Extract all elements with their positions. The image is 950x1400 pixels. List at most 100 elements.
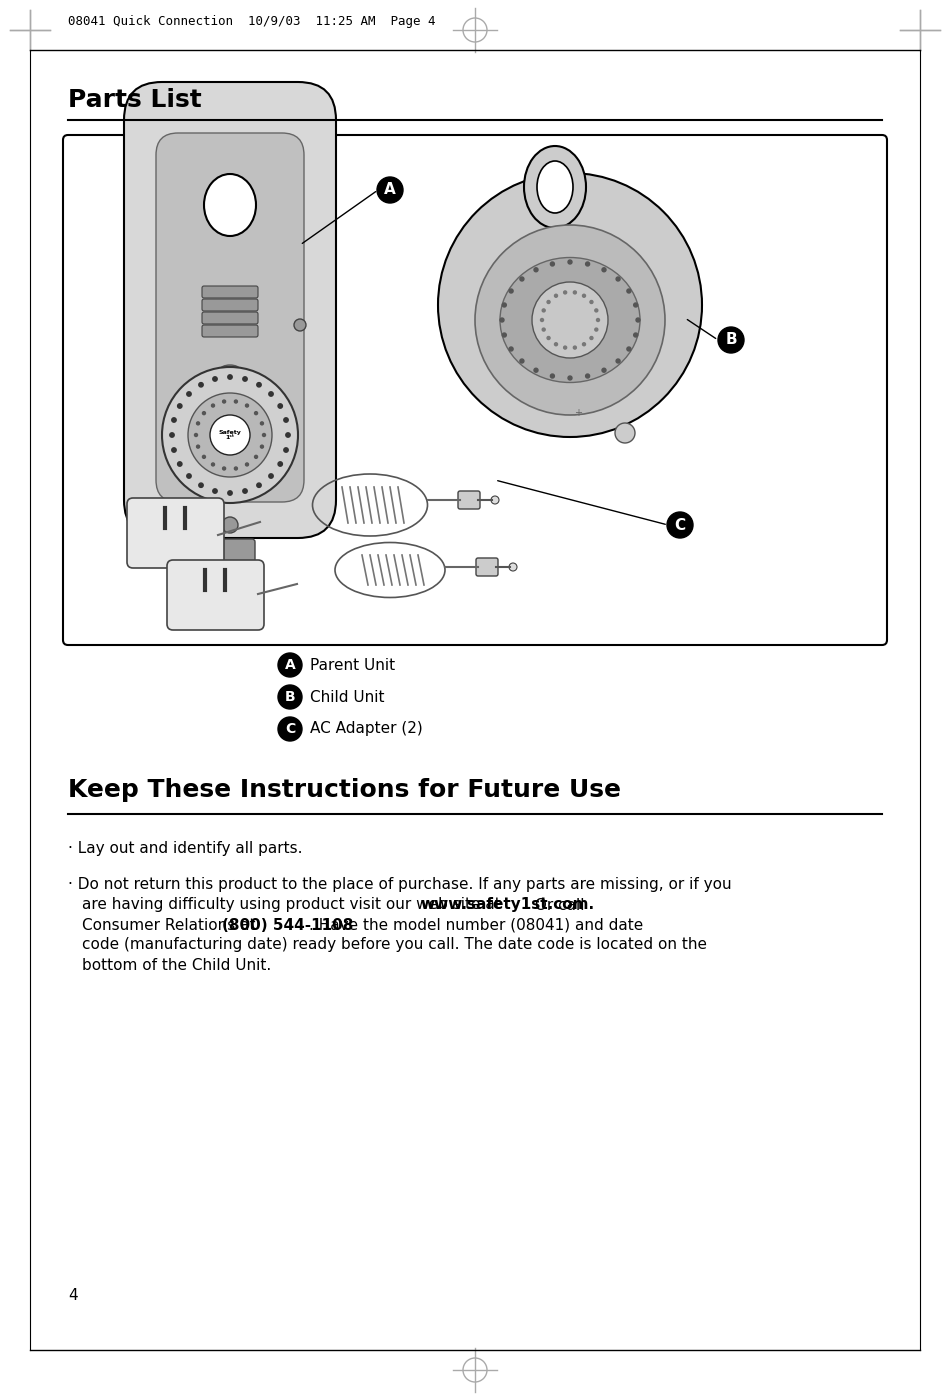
Text: +: + <box>574 407 582 419</box>
Circle shape <box>262 434 265 437</box>
Circle shape <box>245 405 249 407</box>
Circle shape <box>574 346 577 349</box>
Circle shape <box>547 336 550 339</box>
Circle shape <box>595 328 598 330</box>
Circle shape <box>222 517 238 533</box>
Circle shape <box>500 318 504 322</box>
Circle shape <box>585 262 590 266</box>
Text: Safety
1ˢᵗ: Safety 1ˢᵗ <box>218 430 241 441</box>
FancyBboxPatch shape <box>205 539 255 563</box>
Circle shape <box>541 319 543 322</box>
Text: B: B <box>285 690 295 704</box>
Circle shape <box>278 652 302 678</box>
FancyBboxPatch shape <box>167 560 264 630</box>
Text: B: B <box>725 333 737 347</box>
Circle shape <box>187 392 191 396</box>
Circle shape <box>615 423 635 442</box>
Circle shape <box>617 277 620 281</box>
Circle shape <box>212 405 215 407</box>
Circle shape <box>172 417 176 423</box>
Circle shape <box>197 421 199 424</box>
Circle shape <box>256 382 261 386</box>
Circle shape <box>563 291 566 294</box>
Circle shape <box>278 717 302 741</box>
Text: bottom of the Child Unit.: bottom of the Child Unit. <box>82 958 272 973</box>
Ellipse shape <box>500 258 640 382</box>
Circle shape <box>222 468 225 470</box>
Circle shape <box>260 445 263 448</box>
Text: (800) 544-1108: (800) 544-1108 <box>222 917 353 932</box>
Circle shape <box>202 412 205 414</box>
Circle shape <box>222 400 225 403</box>
Circle shape <box>195 434 198 437</box>
Text: A: A <box>384 182 396 197</box>
Circle shape <box>595 309 598 312</box>
Circle shape <box>199 382 203 386</box>
Circle shape <box>255 455 257 458</box>
Text: 4: 4 <box>68 1288 78 1302</box>
Circle shape <box>555 294 558 297</box>
Text: Parts List: Parts List <box>68 88 201 112</box>
Text: code (manufacturing date) ready before you call. The date code is located on the: code (manufacturing date) ready before y… <box>82 938 707 952</box>
Text: . Have the model number (08041) and date: . Have the model number (08041) and date <box>309 917 643 932</box>
FancyBboxPatch shape <box>63 134 887 645</box>
Circle shape <box>534 267 538 272</box>
Circle shape <box>667 512 693 538</box>
Circle shape <box>377 176 403 203</box>
FancyBboxPatch shape <box>127 498 224 568</box>
Circle shape <box>202 455 205 458</box>
Circle shape <box>255 412 257 414</box>
Circle shape <box>602 267 606 272</box>
Circle shape <box>172 448 176 452</box>
Circle shape <box>568 260 572 265</box>
Circle shape <box>568 377 572 379</box>
FancyBboxPatch shape <box>202 300 258 311</box>
Circle shape <box>197 445 199 448</box>
Text: · Lay out and identify all parts.: · Lay out and identify all parts. <box>68 840 302 855</box>
Circle shape <box>509 288 513 293</box>
Circle shape <box>213 489 218 493</box>
Circle shape <box>534 368 538 372</box>
Ellipse shape <box>524 146 586 228</box>
Text: 08041 Quick Connection  10/9/03  11:25 AM  Page 4: 08041 Quick Connection 10/9/03 11:25 AM … <box>68 15 435 28</box>
FancyBboxPatch shape <box>476 559 498 575</box>
Circle shape <box>550 262 555 266</box>
Circle shape <box>162 367 298 503</box>
Circle shape <box>278 462 282 466</box>
Circle shape <box>286 433 290 437</box>
Circle shape <box>542 328 545 330</box>
Circle shape <box>438 174 702 437</box>
Circle shape <box>602 368 606 372</box>
Circle shape <box>188 393 272 477</box>
Circle shape <box>634 333 637 337</box>
Circle shape <box>590 301 593 304</box>
Circle shape <box>627 288 631 293</box>
Circle shape <box>260 421 263 424</box>
Circle shape <box>278 403 282 409</box>
FancyBboxPatch shape <box>124 83 336 538</box>
Circle shape <box>170 433 174 437</box>
Circle shape <box>199 483 203 487</box>
Circle shape <box>243 489 247 493</box>
Circle shape <box>294 319 306 330</box>
Circle shape <box>503 302 506 307</box>
Circle shape <box>269 392 274 396</box>
Circle shape <box>256 483 261 487</box>
Circle shape <box>590 336 593 339</box>
Circle shape <box>235 468 238 470</box>
Text: Keep These Instructions for Future Use: Keep These Instructions for Future Use <box>68 778 621 802</box>
Circle shape <box>278 685 302 708</box>
Circle shape <box>213 377 218 381</box>
Circle shape <box>555 343 558 346</box>
Circle shape <box>269 473 274 479</box>
FancyBboxPatch shape <box>156 133 304 503</box>
Circle shape <box>475 225 665 414</box>
Circle shape <box>520 277 523 281</box>
Circle shape <box>228 375 232 379</box>
Circle shape <box>547 301 550 304</box>
Text: Or call: Or call <box>530 897 584 913</box>
Circle shape <box>718 328 744 353</box>
FancyBboxPatch shape <box>202 286 258 298</box>
Circle shape <box>509 563 517 571</box>
Circle shape <box>284 448 288 452</box>
